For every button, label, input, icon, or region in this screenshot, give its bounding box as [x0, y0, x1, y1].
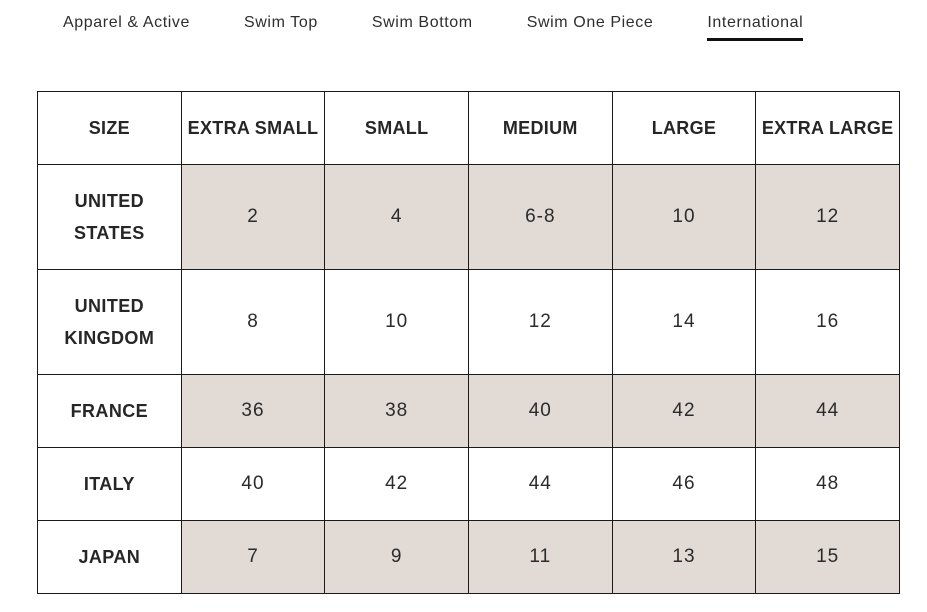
row-label-united-states: UNITED STATES [37, 164, 182, 270]
row-label-japan: JAPAN [37, 520, 182, 594]
cell-value: 36 [180, 374, 326, 448]
cell-value: 4 [324, 164, 469, 270]
cell-value: 8 [180, 269, 326, 375]
tab-swim-bottom[interactable]: Swim Bottom [371, 14, 473, 31]
cell-value: 7 [180, 520, 326, 594]
cell-value: 14 [611, 269, 757, 375]
header-small: SMALL [324, 91, 469, 165]
size-chart-table: SIZE EXTRA SMALL SMALL MEDIUM LARGE EXTR… [37, 91, 900, 594]
cell-value: 48 [755, 447, 900, 521]
tab-international[interactable]: International [707, 13, 804, 41]
table-row-france: FRANCE 36 38 40 42 44 [37, 374, 900, 448]
row-label-italy: ITALY [37, 447, 182, 521]
cell-value: 44 [467, 447, 613, 521]
cell-value: 6-8 [467, 164, 613, 270]
tab-swim-top[interactable]: Swim Top [244, 14, 318, 31]
header-extra-small: EXTRA SMALL [180, 91, 326, 165]
row-label-france: FRANCE [37, 374, 182, 448]
cell-value: 10 [611, 164, 757, 270]
tab-apparel-active[interactable]: Apparel & Active [63, 14, 190, 31]
cell-value: 9 [324, 520, 469, 594]
cell-value: 12 [755, 164, 900, 270]
cell-value: 46 [611, 447, 757, 521]
cell-value: 13 [611, 520, 757, 594]
table-row-japan: JAPAN 7 9 11 13 15 [37, 520, 900, 594]
size-chart-tab-bar: Apparel & Active Swim Top Swim Bottom Sw… [0, 0, 927, 41]
cell-value: 16 [755, 269, 900, 375]
cell-value: 11 [467, 520, 613, 594]
cell-value: 40 [467, 374, 613, 448]
cell-value: 44 [755, 374, 900, 448]
header-large: LARGE [611, 91, 757, 165]
header-size: SIZE [37, 91, 182, 165]
table-row-united-states: UNITED STATES 2 4 6-8 10 12 [37, 164, 900, 270]
cell-value: 42 [611, 374, 757, 448]
table-row-united-kingdom: UNITED KINGDOM 8 10 12 14 16 [37, 269, 900, 375]
table-header-row: SIZE EXTRA SMALL SMALL MEDIUM LARGE EXTR… [37, 91, 900, 165]
cell-value: 15 [755, 520, 900, 594]
header-extra-large: EXTRA LARGE [755, 91, 900, 165]
cell-value: 42 [324, 447, 469, 521]
header-medium: MEDIUM [467, 91, 613, 165]
cell-value: 2 [180, 164, 326, 270]
cell-value: 10 [324, 269, 469, 375]
cell-value: 40 [180, 447, 326, 521]
table-row-italy: ITALY 40 42 44 46 48 [37, 447, 900, 521]
tab-swim-one-piece[interactable]: Swim One Piece [526, 14, 654, 31]
row-label-united-kingdom: UNITED KINGDOM [37, 269, 182, 375]
cell-value: 38 [324, 374, 469, 448]
cell-value: 12 [467, 269, 613, 375]
